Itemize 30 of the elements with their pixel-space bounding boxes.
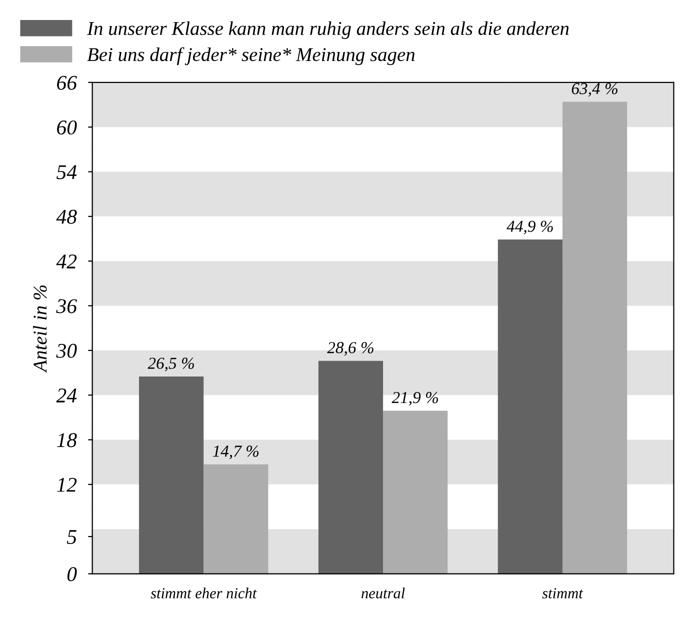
y-tick-label: 42 [56,254,77,268]
bar [383,410,448,574]
bar [562,102,628,574]
y-axis-title: Anteil in % [33,285,47,373]
y-tick-label: 60 [57,120,77,135]
bar [498,240,562,574]
data-label: 28,6 % [327,342,374,356]
y-tick-label: 48 [56,210,77,224]
y-tick-label: 54 [56,165,77,180]
data-label: 21,9 % [392,392,438,406]
data-label: 26,5 % [148,358,194,372]
x-tick-label: stimmt [542,588,584,598]
legend-label: In unserer Klasse kann man ruhig anders sein als die anderen [86,21,569,40]
y-tick-label: 30 [56,344,77,358]
y-tick-label: 0 [67,567,77,582]
x-tick-label: neutral [362,588,405,598]
data-label: 63,4 % [572,82,618,97]
bar [204,464,268,574]
y-tick-label: 18 [56,433,77,448]
y-tick-label: 5 [66,530,76,544]
y-tick-label: 66 [57,76,77,90]
y-tick-label: 12 [56,478,77,492]
x-tick-label: stimmt eher nicht [150,588,257,598]
bar [138,376,204,574]
bar [318,360,384,574]
data-label: 44,9 % [506,220,553,234]
y-tick-label: 24 [56,388,77,402]
y-tick-label: 36 [56,299,77,314]
legend-label: Bei uns darf jeder* seine* Meinung sagen [87,47,415,66]
data-label: 14,7 % [212,446,259,460]
